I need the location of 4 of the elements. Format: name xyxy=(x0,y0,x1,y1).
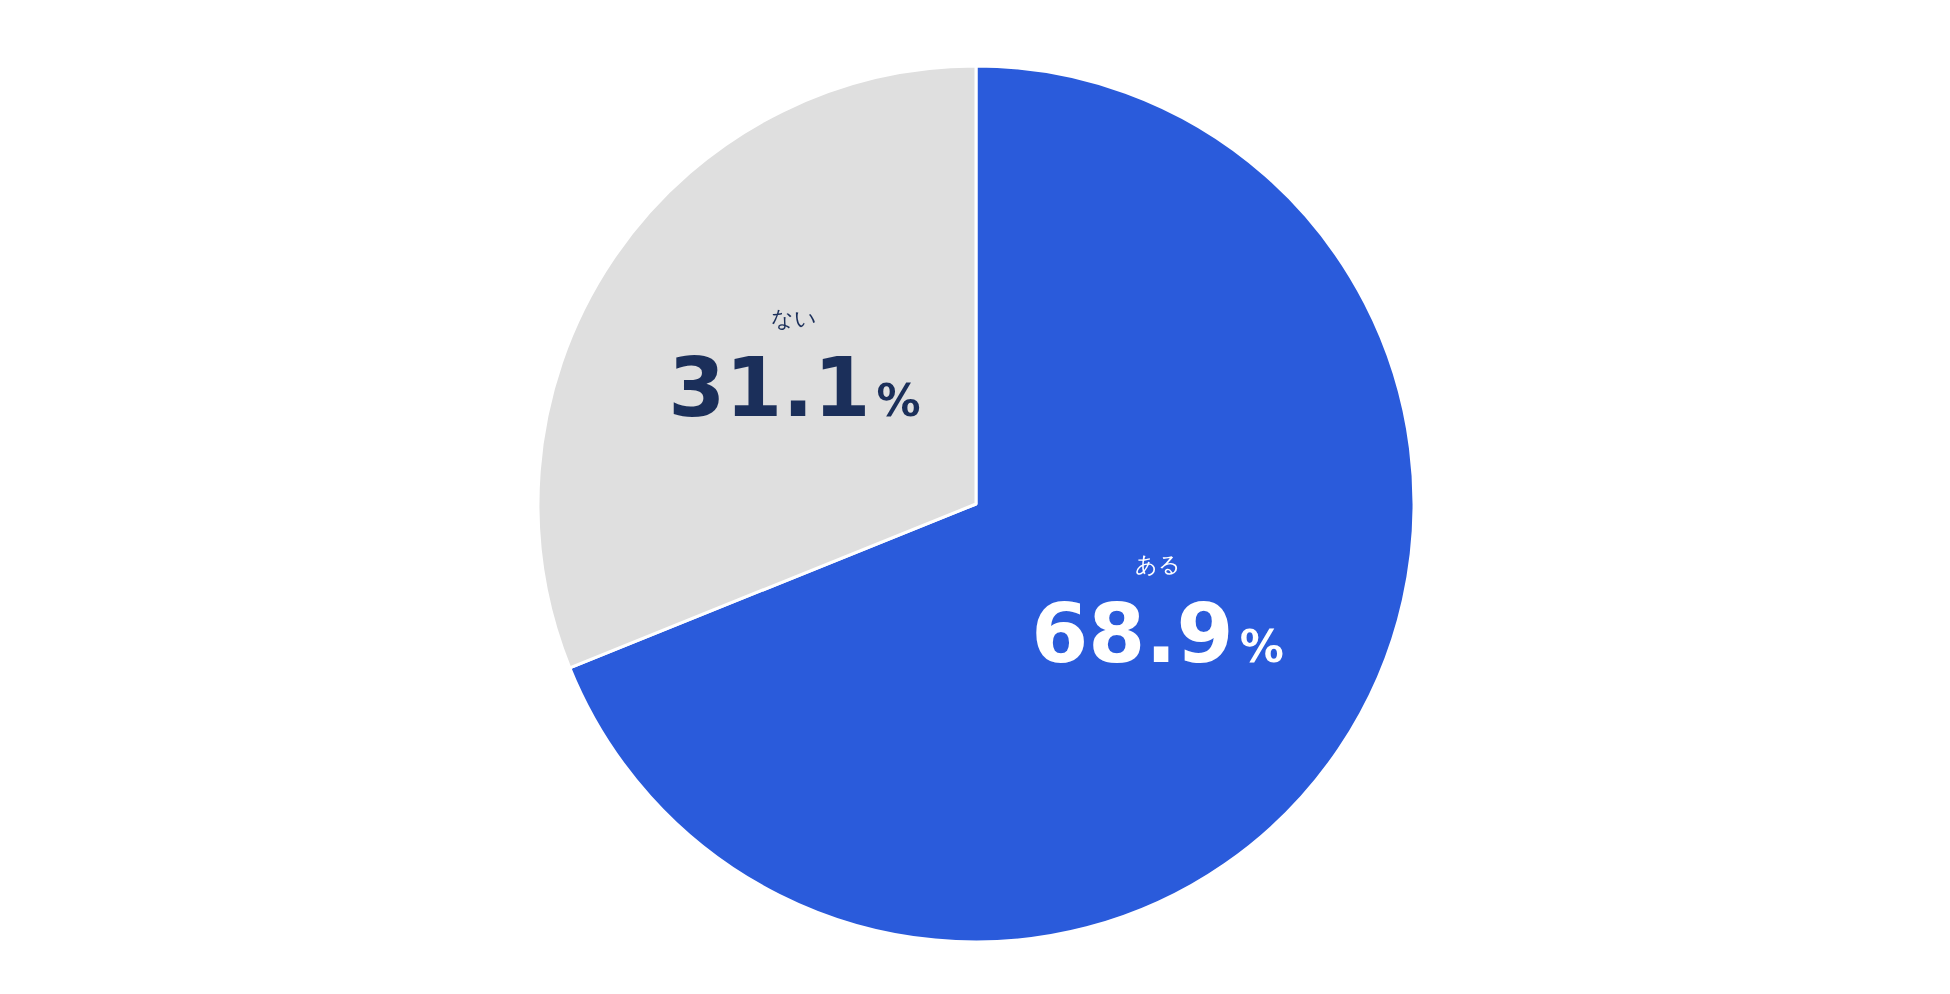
slice-label: ない xyxy=(771,306,818,332)
data-label: 68.9% xyxy=(1031,585,1284,681)
slice-label: ある xyxy=(1134,551,1181,577)
data-label: 31.1% xyxy=(668,340,921,436)
